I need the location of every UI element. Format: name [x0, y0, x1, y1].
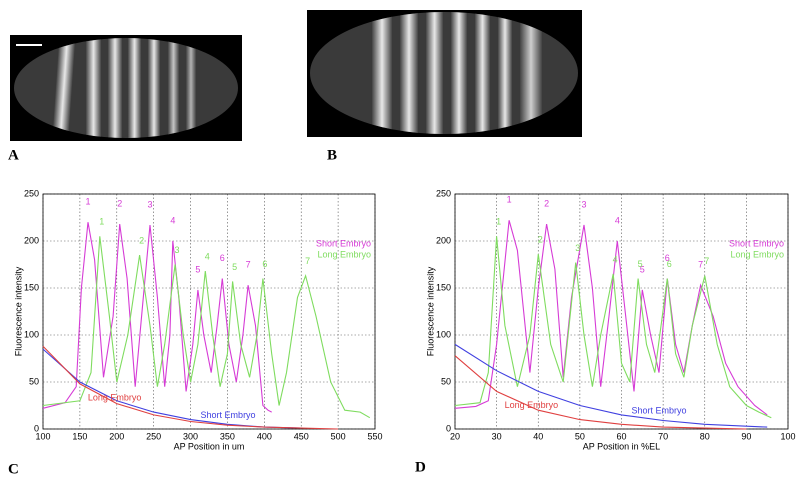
- y-tick-label: 150: [24, 282, 39, 292]
- y-tick-label: 0: [446, 423, 451, 433]
- y-tick-label: 250: [24, 188, 39, 198]
- x-tick-label: 450: [294, 431, 309, 441]
- x-tick-label: 150: [72, 431, 87, 441]
- peak-label: 7: [704, 256, 709, 266]
- y-axis-label: Fluorescence intensity: [425, 266, 435, 356]
- axes-frame: [454, 193, 789, 430]
- x-tick-label: 40: [533, 431, 543, 441]
- x-tick-label: 100: [780, 431, 795, 441]
- chart: 20 30 40 50 60 70 80 90 100 0 50 100 150 200 250 AP Pos…: [425, 188, 795, 451]
- y-tick-label: 100: [436, 329, 451, 339]
- peak-label: 5: [232, 262, 237, 272]
- x-tick-label: 20: [450, 431, 460, 441]
- peak-label: 7: [305, 256, 310, 266]
- y-tick-label: 250: [436, 188, 451, 198]
- peak-label: 2: [538, 235, 543, 245]
- inline-label: Short Embryo: [632, 405, 687, 415]
- y-axis-label: Fluorescence intensity: [13, 266, 23, 356]
- x-tick-label: 80: [700, 431, 710, 441]
- x-tick-label: 70: [658, 431, 668, 441]
- peak-label: 6: [220, 253, 225, 263]
- peak-label: 5: [195, 264, 200, 274]
- embryo-image-b: [307, 10, 582, 137]
- x-tick-label: 60: [616, 431, 626, 441]
- x-tick-label: 200: [109, 431, 124, 441]
- x-tick-label: 100: [35, 431, 50, 441]
- peak-label: 5: [638, 259, 643, 269]
- peak-label: 1: [496, 217, 501, 227]
- inline-label: Long Embryo: [505, 400, 559, 410]
- x-tick-label: 400: [257, 431, 272, 441]
- y-tick-label: 100: [24, 329, 39, 339]
- peak-label: 7: [698, 260, 703, 270]
- x-tick-label: 250: [146, 431, 161, 441]
- peak-label: 4: [170, 215, 175, 225]
- peak-label: 3: [147, 199, 152, 209]
- peak-label: 6: [262, 259, 267, 269]
- peak-label: 6: [665, 253, 670, 263]
- line-series: [42, 236, 371, 419]
- line-series: [454, 236, 772, 419]
- peak-label: 3: [175, 245, 180, 255]
- embryo-image-a: [10, 35, 242, 141]
- peak-label: 1: [85, 197, 90, 207]
- x-tick-label: 50: [575, 431, 585, 441]
- panel-label: A: [8, 147, 19, 163]
- line-series: [42, 345, 339, 430]
- axes-frame: [42, 193, 376, 430]
- peak-label: 1: [99, 217, 104, 227]
- x-tick-label: 90: [741, 431, 751, 441]
- legend-entry: Short Embryo: [729, 238, 784, 248]
- y-tick-label: 200: [24, 235, 39, 245]
- peak-label: 6: [667, 259, 672, 269]
- peak-label: 3: [582, 199, 587, 209]
- x-axis-label: AP Position in %EL: [583, 441, 660, 451]
- x-tick-label: 500: [331, 431, 346, 441]
- y-tick-label: 50: [29, 376, 39, 386]
- peak-label: 2: [544, 198, 549, 208]
- panel-label: D: [415, 459, 426, 475]
- y-tick-label: 0: [34, 423, 39, 433]
- peak-label: 1: [507, 195, 512, 205]
- x-tick-label: 550: [367, 431, 382, 441]
- peak-label: 7: [246, 260, 251, 270]
- inline-label: Long Embryo: [88, 392, 142, 402]
- line-series: [454, 355, 747, 430]
- peak-label: 5: [640, 264, 645, 274]
- peak-label: 4: [615, 215, 620, 225]
- y-tick-label: 50: [441, 376, 451, 386]
- y-tick-label: 150: [436, 282, 451, 292]
- line-series: [454, 343, 768, 428]
- y-tick-label: 200: [436, 235, 451, 245]
- panel-label: B: [327, 147, 337, 163]
- line-series: [42, 222, 272, 413]
- chart: 100 150 200 250 300 350 400 450 500 550 0 50 100 150 2…: [13, 188, 382, 451]
- legend-entry: Long Embryo: [730, 249, 784, 259]
- peak-label: 4: [613, 254, 618, 264]
- legend-entry: Short Embryo: [316, 238, 371, 248]
- x-tick-label: 300: [183, 431, 198, 441]
- peak-label: 2: [117, 198, 122, 208]
- x-axis-label: AP Position in um: [174, 441, 245, 451]
- x-tick-label: 30: [492, 431, 502, 441]
- peak-label: 4: [205, 251, 210, 261]
- panel-label: C: [8, 461, 19, 477]
- legend-entry: Long Embryo: [317, 249, 371, 259]
- peak-label: 3: [575, 243, 580, 253]
- peak-label: 2: [139, 235, 144, 245]
- inline-label: Short Embryo: [201, 410, 256, 420]
- x-tick-label: 350: [220, 431, 235, 441]
